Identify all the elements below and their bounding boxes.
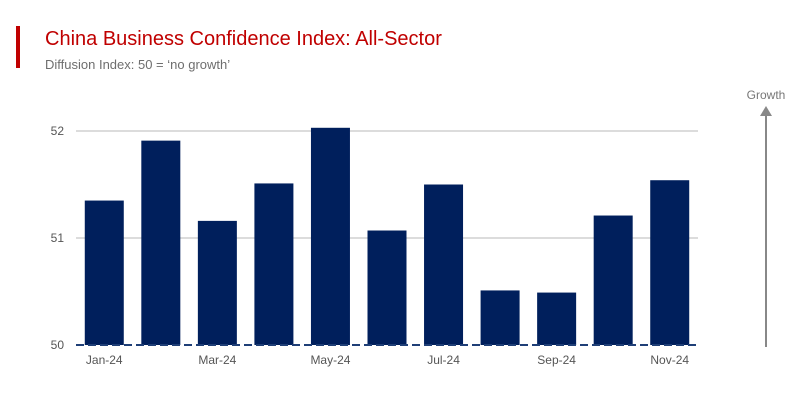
bar-sep-24 bbox=[537, 292, 577, 345]
bar-apr-24 bbox=[254, 183, 294, 345]
bar-jun-24 bbox=[367, 230, 407, 345]
chart-title: China Business Confidence Index: All-Sec… bbox=[45, 28, 442, 50]
bar-feb-24 bbox=[141, 140, 181, 345]
x-tick-label: May-24 bbox=[310, 353, 350, 367]
bar-oct-24 bbox=[593, 215, 633, 345]
bar-nov-24 bbox=[650, 180, 690, 345]
x-tick-label: Sep-24 bbox=[537, 353, 576, 367]
bar-jan-24 bbox=[84, 200, 124, 345]
bar-jul-24 bbox=[424, 184, 464, 345]
y-tick-label: 52 bbox=[51, 124, 65, 138]
y-tick-label: 51 bbox=[51, 231, 65, 245]
x-tick-label: Mar-24 bbox=[198, 353, 236, 367]
x-tick-label: Jul-24 bbox=[427, 353, 460, 367]
bar-mar-24 bbox=[197, 220, 237, 345]
title-accent-bar bbox=[16, 26, 20, 68]
x-tick-label: Jan-24 bbox=[86, 353, 123, 367]
bar-aug-24 bbox=[480, 290, 520, 345]
growth-annotation: Growth bbox=[747, 88, 786, 102]
growth-arrow-head bbox=[760, 106, 772, 116]
y-tick-label: 50 bbox=[51, 338, 65, 352]
x-tick-label: Nov-24 bbox=[650, 353, 689, 367]
chart-subtitle: Diffusion Index: 50 = ‘no growth’ bbox=[45, 57, 231, 72]
bar-may-24 bbox=[310, 127, 350, 345]
